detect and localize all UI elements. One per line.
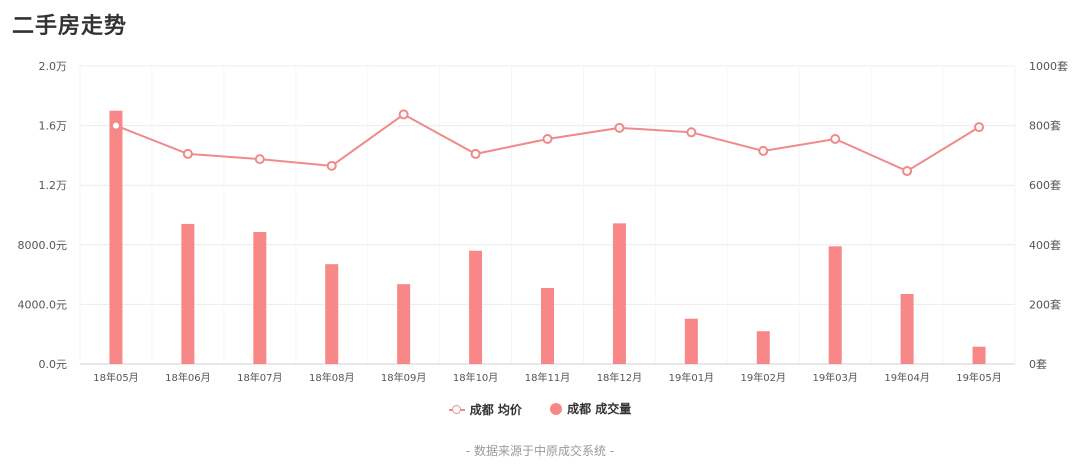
volume-bar: [972, 346, 986, 364]
avg-price-point: [614, 122, 625, 133]
x-tick-label: 18年11月: [525, 371, 570, 384]
y-right-tick-label: 800套: [1029, 120, 1061, 133]
x-tick-label: 19年01月: [669, 371, 714, 384]
x-tick-label: 19年05月: [956, 371, 1001, 384]
x-tick-label: 19年02月: [741, 371, 786, 384]
volume-bar: [181, 223, 195, 364]
line-marker-icon: [448, 404, 465, 415]
volume-bar: [612, 223, 626, 364]
x-tick-label: 18年06月: [165, 371, 210, 384]
volume-bar: [900, 293, 914, 364]
price-volume-chart: 0.0元 0套 4000.0元 200套 8000.0元 400套 1.2万 600套 1.6万…: [18, 60, 1069, 384]
page-title: 二手房走势: [12, 14, 128, 39]
avg-price-point: [110, 120, 121, 131]
avg-price-point: [398, 109, 409, 120]
avg-price-point: [182, 148, 193, 159]
x-tick-label: 18年12月: [597, 371, 642, 384]
avg-price-point: [902, 166, 913, 177]
y-left-tick-label: 4000.0元: [18, 298, 68, 311]
avg-price-point: [830, 134, 841, 145]
x-tick-label: 18年10月: [453, 371, 498, 384]
y-left-tick-label: 1.2万: [39, 179, 68, 192]
y-left-tick-label: 0.0元: [39, 358, 68, 371]
volume-bar: [109, 110, 123, 364]
y-right-tick-label: 1000套: [1029, 60, 1068, 73]
x-tick-label: 18年09月: [381, 371, 426, 384]
avg-price-point: [758, 145, 769, 156]
volume-bar: [828, 246, 842, 364]
avg-price-point: [326, 160, 337, 171]
y-left-tick-label: 8000.0元: [18, 239, 68, 252]
volume-bar: [253, 231, 267, 364]
avg-price-point: [686, 127, 697, 138]
y-left-tick-label: 2.0万: [39, 60, 68, 73]
avg-price-point: [974, 122, 985, 133]
x-tick-label: 18年07月: [237, 371, 282, 384]
legend-label-avg-price: 成都 均价: [469, 403, 522, 417]
y-left-tick-label: 1.6万: [39, 120, 68, 133]
data-source-note: - 数据来源于中原成交系统 -: [465, 444, 615, 458]
y-right-tick-label: 600套: [1029, 179, 1061, 192]
volume-bar: [684, 318, 698, 364]
avg-price-point: [254, 154, 265, 165]
volume-bar: [756, 331, 770, 364]
volume-bar: [397, 284, 411, 364]
volume-bar: [469, 250, 483, 364]
avg-price-point: [542, 134, 553, 145]
legend-item-volume[interactable]: 成都 成交量: [550, 400, 631, 417]
y-right-tick-label: 200套: [1029, 298, 1061, 311]
volume-bar: [541, 288, 554, 364]
x-tick-label: 18年08月: [309, 371, 354, 384]
chart-legend: 成都 均价 成都 成交量: [0, 400, 1080, 418]
x-tick-label: 19年03月: [812, 371, 857, 384]
x-tick-label: 18年05月: [93, 371, 138, 384]
volume-bar: [325, 264, 339, 364]
avg-price-point: [470, 148, 481, 159]
y-right-tick-label: 400套: [1029, 239, 1061, 252]
y-right-tick-label: 0套: [1029, 358, 1047, 371]
legend-item-avg-price[interactable]: 成都 均价: [448, 401, 522, 418]
legend-label-volume: 成都 成交量: [567, 402, 632, 416]
bar-marker-icon: [550, 402, 563, 415]
x-tick-label: 19年04月: [884, 371, 929, 384]
